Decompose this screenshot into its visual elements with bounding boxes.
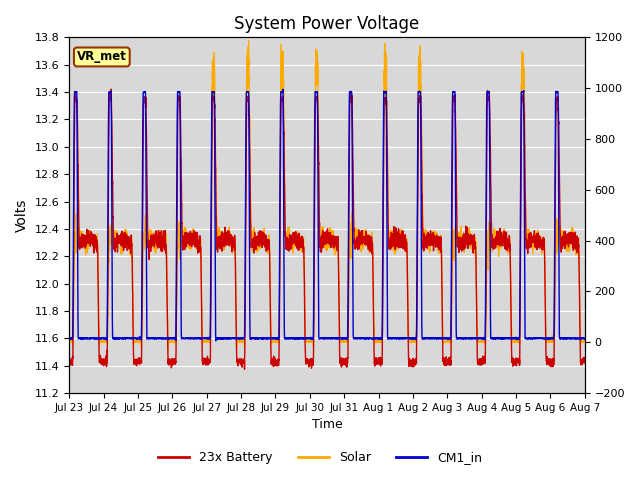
Y-axis label: Volts: Volts (15, 199, 29, 232)
Text: VR_met: VR_met (77, 50, 127, 63)
X-axis label: Time: Time (312, 419, 342, 432)
Legend: 23x Battery, Solar, CM1_in: 23x Battery, Solar, CM1_in (153, 446, 487, 469)
Title: System Power Voltage: System Power Voltage (234, 15, 420, 33)
